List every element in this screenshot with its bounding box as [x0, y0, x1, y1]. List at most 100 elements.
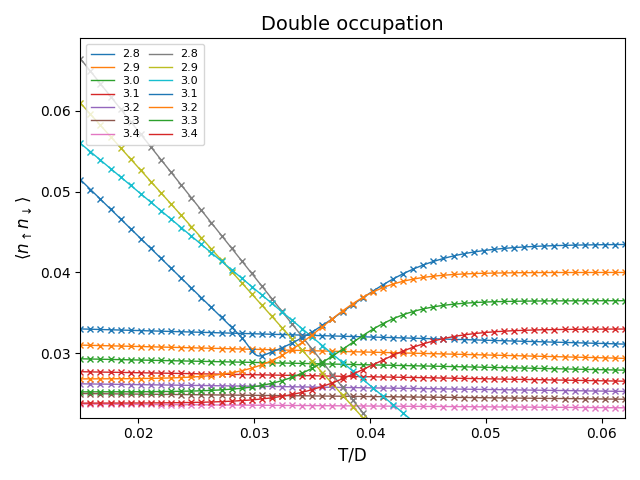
2.9: [285, 348, 293, 353]
3.4: [77, 401, 84, 407]
3.1: [139, 370, 147, 376]
3.4: [309, 386, 317, 392]
3.3: [139, 389, 147, 395]
3.3: [171, 388, 179, 394]
2.9: [309, 359, 317, 365]
Title: Double occupation: Double occupation: [261, 15, 444, 34]
2.8: [171, 174, 179, 180]
2.8: [611, 341, 618, 347]
3.4: [552, 405, 559, 410]
3.1: [285, 341, 293, 347]
3.2: [171, 382, 179, 388]
3.3: [552, 396, 559, 401]
Line: 3.0: 3.0: [81, 143, 625, 480]
3.2: [309, 332, 317, 337]
2.8: [309, 333, 317, 338]
3.3: [285, 393, 293, 398]
3.2: [285, 384, 293, 390]
Line: 2.8: 2.8: [81, 329, 625, 344]
Line: 3.1: 3.1: [81, 372, 625, 381]
2.9: [171, 205, 179, 211]
3.3: [77, 391, 84, 396]
3.2: [621, 270, 629, 276]
3.4: [309, 403, 317, 408]
2.8: [139, 133, 147, 139]
Line: 3.1: 3.1: [81, 180, 625, 356]
Line: 3.3: 3.3: [81, 394, 625, 399]
Line: 3.2: 3.2: [81, 384, 625, 391]
3.0: [285, 360, 293, 366]
3.3: [139, 391, 147, 397]
2.9: [77, 342, 84, 348]
3.2: [611, 270, 618, 276]
3.0: [621, 367, 629, 373]
3.4: [552, 327, 559, 333]
2.9: [77, 100, 84, 106]
3.4: [171, 402, 179, 408]
3.3: [171, 392, 179, 397]
3.1: [171, 371, 179, 376]
Line: 2.9: 2.9: [81, 345, 625, 359]
Line: 3.2: 3.2: [81, 273, 625, 379]
3.0: [77, 140, 84, 146]
3.4: [621, 405, 629, 411]
3.0: [309, 335, 317, 340]
3.4: [139, 402, 147, 408]
3.2: [552, 270, 559, 276]
3.0: [139, 357, 147, 363]
3.3: [77, 389, 84, 395]
3.1: [552, 243, 559, 249]
3.2: [139, 382, 147, 387]
3.2: [171, 375, 179, 381]
3.0: [171, 219, 179, 225]
3.2: [309, 384, 317, 390]
Legend: 2.8, 2.9, 3.0, 3.1, 3.2, 3.3, 3.4, 2.8, 2.9, 3.0, 3.1, 3.2, 3.3, 3.4: 2.8, 2.9, 3.0, 3.1, 3.2, 3.3, 3.4, 2.8, …: [86, 44, 204, 145]
3.3: [285, 375, 293, 381]
3.2: [77, 376, 84, 382]
3.4: [77, 400, 84, 406]
3.3: [309, 393, 317, 399]
3.1: [77, 369, 84, 374]
3.4: [611, 326, 618, 332]
3.1: [309, 328, 317, 334]
2.9: [309, 348, 317, 354]
3.3: [309, 365, 317, 371]
Line: 2.9: 2.9: [81, 103, 625, 480]
2.8: [285, 317, 293, 323]
3.4: [611, 405, 618, 410]
3.4: [285, 403, 293, 408]
3.1: [611, 242, 618, 248]
3.3: [552, 298, 559, 304]
3.3: [611, 396, 618, 402]
Line: 3.3: 3.3: [81, 300, 625, 392]
3.4: [285, 392, 293, 398]
2.8: [285, 332, 293, 337]
2.8: [139, 328, 147, 334]
3.0: [309, 361, 317, 367]
3.1: [611, 378, 618, 384]
3.3: [621, 298, 629, 303]
3.3: [621, 396, 629, 402]
2.8: [309, 347, 317, 353]
2.9: [611, 355, 618, 361]
2.9: [552, 354, 559, 360]
3.3: [611, 298, 618, 303]
Line: 3.4: 3.4: [81, 404, 625, 408]
2.8: [171, 329, 179, 335]
2.9: [171, 345, 179, 350]
2.8: [552, 339, 559, 345]
2.9: [621, 356, 629, 361]
Line: 2.8: 2.8: [81, 59, 625, 480]
3.2: [285, 348, 293, 354]
Line: 3.4: 3.4: [81, 329, 625, 403]
3.2: [139, 376, 147, 382]
3.1: [285, 372, 293, 378]
3.4: [139, 400, 147, 406]
3.2: [621, 388, 629, 394]
3.1: [171, 269, 179, 275]
3.0: [77, 356, 84, 361]
3.1: [139, 237, 147, 243]
3.1: [77, 177, 84, 182]
3.4: [621, 326, 629, 332]
3.1: [621, 241, 629, 247]
